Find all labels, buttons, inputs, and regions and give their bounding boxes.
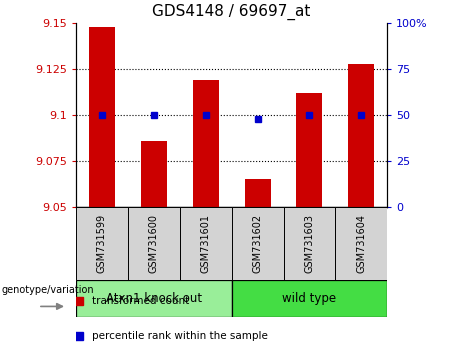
Bar: [89, 27, 115, 207]
Bar: [335, 207, 387, 280]
Bar: [141, 141, 167, 207]
Bar: [76, 280, 231, 317]
Text: GSM731600: GSM731600: [149, 214, 159, 273]
Bar: [193, 80, 219, 207]
Text: wild type: wild type: [283, 292, 337, 305]
Bar: [349, 63, 374, 207]
Text: genotype/variation: genotype/variation: [1, 285, 94, 295]
Bar: [180, 207, 231, 280]
Title: GDS4148 / 69697_at: GDS4148 / 69697_at: [153, 4, 311, 20]
Bar: [231, 280, 387, 317]
Text: transformed count: transformed count: [92, 296, 189, 306]
Text: GSM731604: GSM731604: [356, 214, 366, 273]
Text: GSM731599: GSM731599: [97, 214, 107, 273]
Bar: [245, 179, 271, 207]
Text: GSM731603: GSM731603: [304, 214, 314, 273]
Text: GSM731601: GSM731601: [201, 214, 211, 273]
Bar: [296, 93, 322, 207]
Bar: [231, 207, 284, 280]
Bar: [128, 207, 180, 280]
Text: Atxn1 knock out: Atxn1 knock out: [106, 292, 202, 305]
Text: percentile rank within the sample: percentile rank within the sample: [92, 331, 268, 341]
Text: GSM731602: GSM731602: [253, 214, 263, 273]
Bar: [76, 207, 128, 280]
Bar: [284, 207, 335, 280]
